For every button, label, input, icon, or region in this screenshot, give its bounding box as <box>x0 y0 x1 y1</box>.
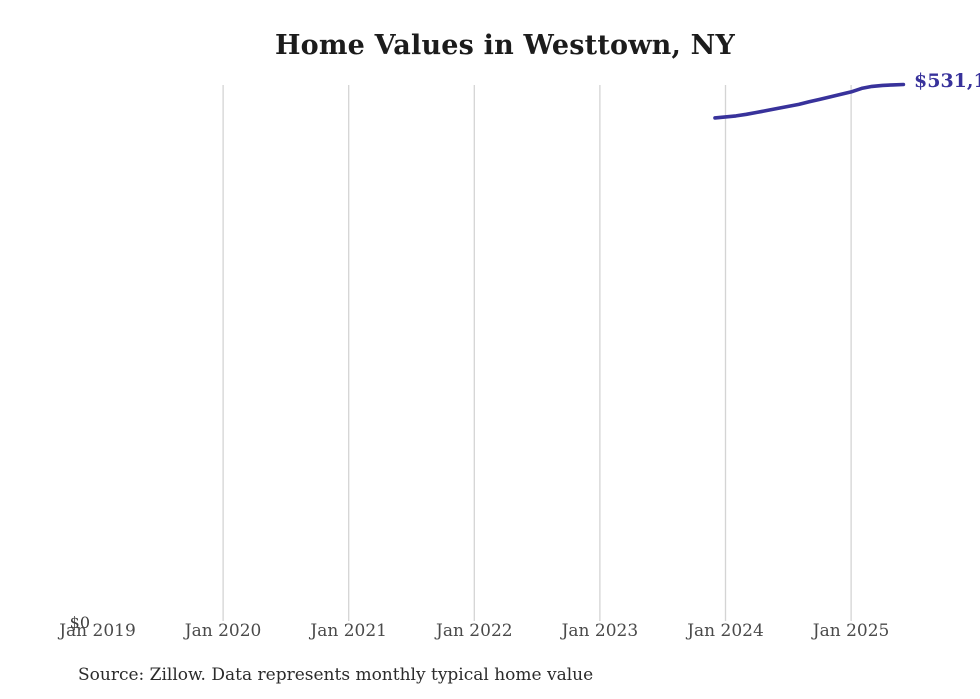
home-value-line <box>713 82 906 120</box>
x-tick-label-2020: Jan 2020 <box>184 621 262 641</box>
year-gridlines <box>222 85 852 621</box>
x-tick-label-2019: Jan 2019 <box>59 621 136 641</box>
y-axis-zero-label: $0 <box>69 613 90 632</box>
source-note: Source: Zillow. Data represents monthly … <box>78 665 594 685</box>
chart-title: Home Values in Westtown, NY <box>274 30 736 61</box>
latest-value-label: $531,1 <box>914 70 980 92</box>
x-tick-label-2024: Jan 2024 <box>687 621 764 641</box>
x-tick-label-2023: Jan 2023 <box>561 621 639 641</box>
x-tick-label-2025: Jan 2025 <box>812 621 890 641</box>
x-tick-label-2021: Jan 2021 <box>310 621 387 641</box>
x-tick-label-2022: Jan 2022 <box>436 621 513 641</box>
